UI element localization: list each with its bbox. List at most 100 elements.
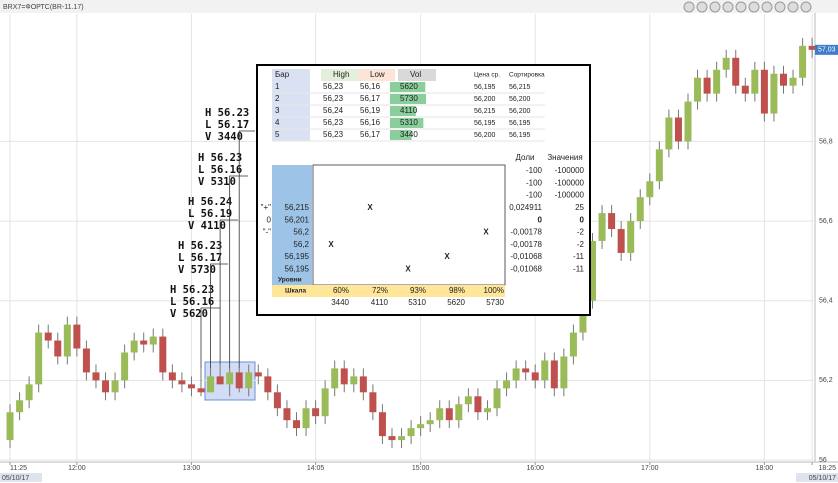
table-cell: 56,24 bbox=[323, 106, 344, 115]
button[interactable] bbox=[683, 1, 695, 13]
candle-body bbox=[608, 213, 616, 230]
annotation-text: H 56.24 bbox=[188, 196, 232, 208]
candle-body bbox=[398, 436, 406, 441]
table-cell: 56,215 bbox=[509, 84, 531, 91]
candle-body bbox=[388, 436, 396, 441]
candle-body bbox=[483, 408, 491, 413]
candle-body bbox=[646, 181, 654, 198]
candle-body bbox=[569, 332, 577, 357]
header-cell bbox=[321, 69, 358, 81]
annotation-text: V 3440 bbox=[205, 131, 243, 143]
x-tick-label: 14:05 bbox=[307, 465, 325, 472]
candle-body bbox=[760, 69, 768, 114]
annotation-text: H 56.23 bbox=[205, 107, 249, 119]
annotation-text: H 56.23 bbox=[170, 284, 214, 296]
button[interactable] bbox=[722, 1, 734, 13]
candle-body bbox=[226, 372, 234, 385]
table-cell: 56,195 bbox=[509, 120, 531, 127]
toolbar[interactable] bbox=[683, 1, 812, 13]
candle-body bbox=[207, 376, 215, 393]
table-cell: 56,17 bbox=[360, 94, 381, 103]
candle-body bbox=[674, 117, 682, 142]
y-tick-label: 56,8 bbox=[819, 138, 833, 145]
table-cell: 5730 bbox=[400, 94, 418, 103]
candle-body bbox=[493, 388, 501, 409]
annotation-text: L 56.17 bbox=[178, 252, 222, 264]
candle-body bbox=[331, 368, 339, 389]
candle-body bbox=[512, 368, 520, 381]
candle-body bbox=[111, 380, 119, 393]
leader-line bbox=[219, 219, 238, 365]
table-cell: 1 bbox=[275, 82, 280, 91]
candle-body bbox=[6, 412, 14, 441]
button[interactable] bbox=[800, 1, 812, 13]
value: -2 bbox=[577, 240, 585, 249]
candle-body bbox=[579, 300, 587, 333]
table-cell: 56,23 bbox=[323, 82, 344, 91]
share: -0,01068 bbox=[510, 252, 542, 261]
table-cell: 56,23 bbox=[323, 94, 344, 103]
annotation-text: V 5730 bbox=[178, 264, 216, 276]
button[interactable] bbox=[787, 1, 799, 13]
candle-body bbox=[732, 57, 740, 86]
candle-body bbox=[445, 408, 453, 421]
candle-body bbox=[436, 408, 444, 421]
last-price-box bbox=[815, 44, 838, 55]
date-box bbox=[796, 473, 838, 482]
grid-mark: X bbox=[405, 265, 411, 274]
grid-mark: X bbox=[444, 252, 450, 261]
candle-body bbox=[378, 412, 386, 437]
candle-body bbox=[264, 376, 272, 393]
candle-body bbox=[25, 384, 33, 401]
scale-label: Шкала bbox=[285, 288, 307, 295]
vol-bar bbox=[390, 118, 424, 128]
x-tick-label: 17:00 bbox=[641, 465, 659, 472]
button[interactable] bbox=[748, 1, 760, 13]
scale-volume: 5730 bbox=[486, 298, 504, 307]
grid-mark: X bbox=[367, 203, 373, 212]
candle-body bbox=[359, 376, 367, 393]
candle-body bbox=[665, 117, 673, 150]
candle-body bbox=[589, 240, 597, 301]
date-label: 05/10/17 bbox=[2, 475, 29, 482]
candle-body bbox=[302, 408, 310, 429]
candle-body bbox=[273, 392, 281, 409]
vol-bar bbox=[390, 82, 426, 92]
candle-body bbox=[789, 77, 797, 86]
scale-volume: 5620 bbox=[447, 298, 465, 307]
candle-body bbox=[340, 368, 348, 385]
levels-label: Уровни bbox=[278, 277, 302, 284]
table-frame bbox=[256, 64, 591, 316]
candle-body bbox=[82, 348, 90, 373]
button[interactable] bbox=[735, 1, 747, 13]
share: -100 bbox=[526, 166, 543, 175]
date-label: 05/10/17 bbox=[809, 475, 836, 482]
button[interactable] bbox=[696, 1, 708, 13]
button[interactable] bbox=[774, 1, 786, 13]
value: -11 bbox=[573, 252, 585, 261]
level-label: 56,215 bbox=[285, 203, 310, 212]
candle-body bbox=[474, 396, 482, 413]
header-cell bbox=[398, 69, 436, 81]
value: -11 bbox=[573, 265, 585, 274]
value: -2 bbox=[577, 228, 585, 237]
table-header: Vol bbox=[410, 70, 421, 79]
button[interactable] bbox=[761, 1, 773, 13]
button[interactable] bbox=[709, 1, 721, 13]
candle-body bbox=[216, 376, 224, 385]
candle-body bbox=[102, 380, 110, 393]
candle-body bbox=[426, 420, 434, 425]
annotation-text: L 56.19 bbox=[188, 208, 232, 220]
x-tick-label: 18:00 bbox=[756, 465, 774, 472]
candle-body bbox=[713, 69, 721, 94]
leader-line bbox=[210, 263, 228, 369]
candle-body bbox=[121, 352, 129, 381]
table-header: Бар bbox=[275, 70, 290, 79]
table-cell: 56,23 bbox=[323, 130, 344, 139]
candle-body bbox=[35, 332, 43, 385]
last-price-label: 57,03 bbox=[818, 47, 836, 54]
scale-cell: 100% bbox=[484, 286, 504, 295]
header-cell bbox=[507, 69, 545, 81]
share: -0,01068 bbox=[510, 265, 542, 274]
